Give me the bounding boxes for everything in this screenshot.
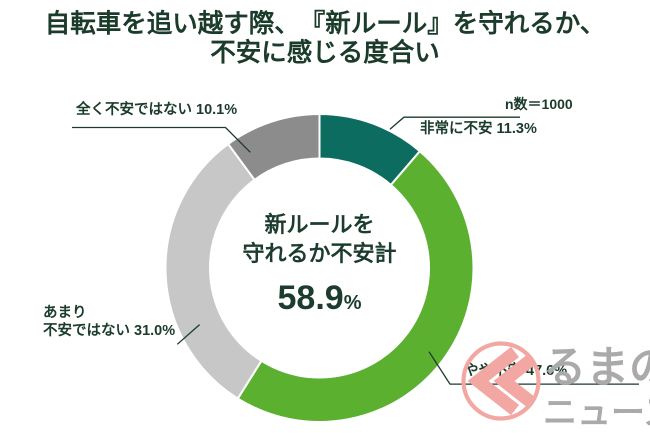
svg-text:ニュース: ニュース (543, 394, 650, 432)
svg-text:るまの: るまの (543, 344, 650, 392)
